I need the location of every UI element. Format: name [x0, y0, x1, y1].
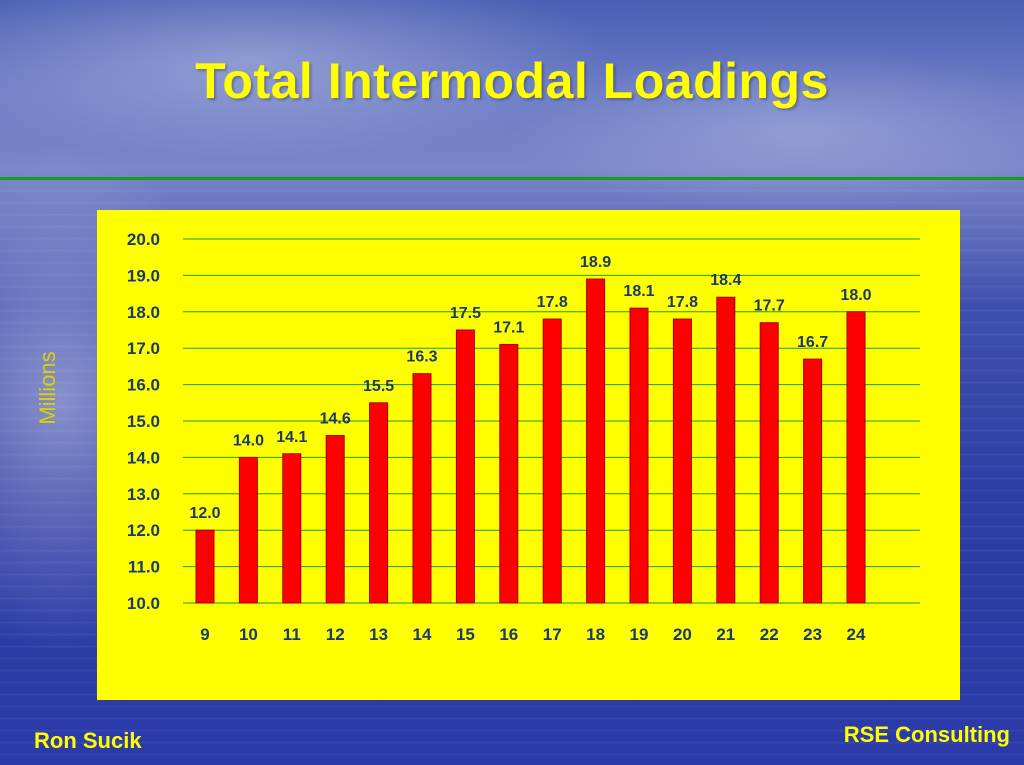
slide-title: Total Intermodal Loadings	[195, 53, 829, 109]
bar	[455, 329, 475, 604]
x-tick-label: 23	[803, 625, 822, 644]
y-tick-label: 11.0	[128, 558, 160, 577]
bar	[369, 402, 389, 604]
company-name: RSE Consulting	[843, 722, 1010, 747]
x-tick-label: 15	[456, 625, 475, 644]
bar	[195, 529, 215, 604]
x-tick-label: 11	[283, 625, 301, 644]
data-label: 15.5	[363, 378, 394, 395]
x-tick-label: 10	[239, 625, 258, 644]
y-tick-label: 14.0	[127, 448, 160, 467]
y-tick-label: 20.0	[127, 230, 160, 249]
x-tick-label: 17	[543, 625, 562, 644]
x-tick-label: 22	[760, 625, 779, 644]
bar	[586, 278, 606, 604]
y-tick-label: 16.0	[127, 376, 160, 395]
bar	[282, 453, 302, 604]
x-tick-label: 16	[499, 625, 518, 644]
x-tick-label: 18	[586, 625, 605, 644]
bar	[238, 456, 258, 604]
bar	[499, 344, 519, 604]
bar	[325, 435, 345, 604]
data-label: 12.0	[189, 505, 220, 522]
data-label: 18.4	[710, 272, 741, 289]
bar	[846, 311, 866, 604]
data-label: 18.9	[580, 254, 611, 271]
bar	[412, 373, 432, 604]
data-label: 14.0	[233, 432, 264, 449]
y-tick-label: 15.0	[127, 412, 160, 431]
data-label: 17.7	[754, 298, 785, 315]
x-tick-label: 14	[413, 625, 432, 644]
data-label: 16.7	[797, 334, 828, 351]
bar	[803, 358, 823, 604]
data-label: 18.0	[840, 287, 871, 304]
data-label: 17.8	[537, 294, 568, 311]
bar	[629, 307, 649, 604]
x-tick-label: 12	[326, 625, 345, 644]
data-label: 14.6	[320, 411, 351, 428]
y-tick-label: 19.0	[127, 266, 160, 285]
data-label: 18.1	[623, 283, 654, 300]
y-tick-label: 18.0	[127, 303, 160, 322]
data-label: 17.8	[667, 294, 698, 311]
x-tick-label: 13	[369, 625, 388, 644]
data-label: 17.5	[450, 305, 481, 322]
bar	[542, 318, 562, 604]
data-label: 16.3	[406, 349, 437, 366]
x-tick-label: 9	[200, 625, 209, 644]
y-tick-label: 10.0	[127, 594, 160, 613]
x-tick-label: 20	[673, 625, 692, 644]
y-tick-label: 12.0	[127, 521, 160, 540]
data-label: 14.1	[276, 429, 307, 446]
y-tick-label: 13.0	[127, 485, 160, 504]
y-tick-label: 17.0	[127, 339, 160, 358]
bar	[759, 322, 779, 604]
bar	[716, 296, 736, 604]
x-tick-label: 24	[847, 625, 866, 644]
title-divider	[0, 177, 1024, 180]
data-label: 17.1	[493, 320, 524, 337]
x-tick-label: 19	[630, 625, 649, 644]
presenter-name: Ron Sucik	[34, 728, 142, 753]
bar	[672, 318, 692, 604]
x-tick-label: 21	[716, 625, 735, 644]
